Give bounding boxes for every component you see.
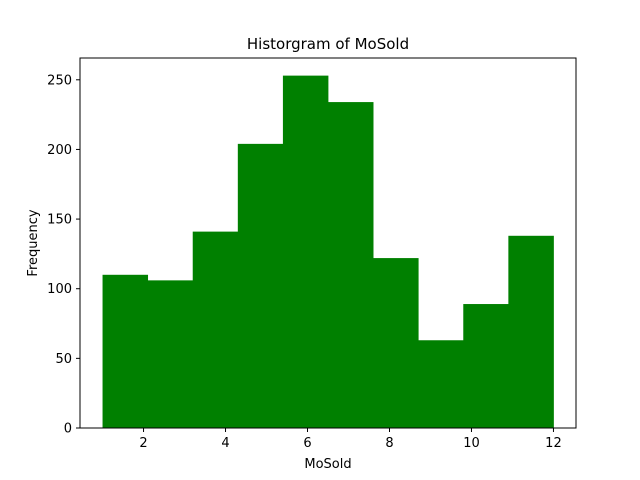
- histogram-bar: [463, 304, 509, 428]
- x-tick-label: 8: [385, 436, 393, 451]
- histogram-bar: [102, 274, 149, 428]
- histogram-bar: [508, 235, 554, 428]
- y-tick-label: 50: [55, 352, 72, 367]
- chart-title: Historgram of MoSold: [247, 35, 409, 53]
- x-tick-label: 10: [463, 436, 480, 451]
- histogram-bar: [328, 102, 374, 429]
- y-tick-label: 200: [47, 143, 72, 158]
- x-tick-label: 12: [545, 436, 562, 451]
- y-axis: 0 50 100 150 200 250: [47, 73, 80, 437]
- histogram-bar: [237, 143, 284, 428]
- histogram-bars: [102, 75, 554, 429]
- y-tick-label: 250: [47, 73, 72, 88]
- histogram-bar: [282, 75, 329, 428]
- histogram-bar: [192, 231, 239, 428]
- histogram-bar: [373, 258, 419, 428]
- x-tick-label: 2: [139, 436, 147, 451]
- x-tick-label: 4: [221, 436, 229, 451]
- y-axis-label: Frequency: [26, 209, 41, 276]
- y-tick-label: 0: [64, 422, 72, 437]
- y-tick-label: 100: [47, 282, 72, 297]
- y-tick-label: 150: [47, 213, 72, 228]
- histogram-bar: [147, 280, 194, 428]
- x-axis: 2 4 6 8 10 12: [139, 428, 562, 451]
- x-tick-label: 6: [303, 436, 311, 451]
- histogram-bar: [418, 340, 464, 428]
- plot-frame: [79, 57, 577, 429]
- x-axis-label: MoSold: [304, 457, 351, 472]
